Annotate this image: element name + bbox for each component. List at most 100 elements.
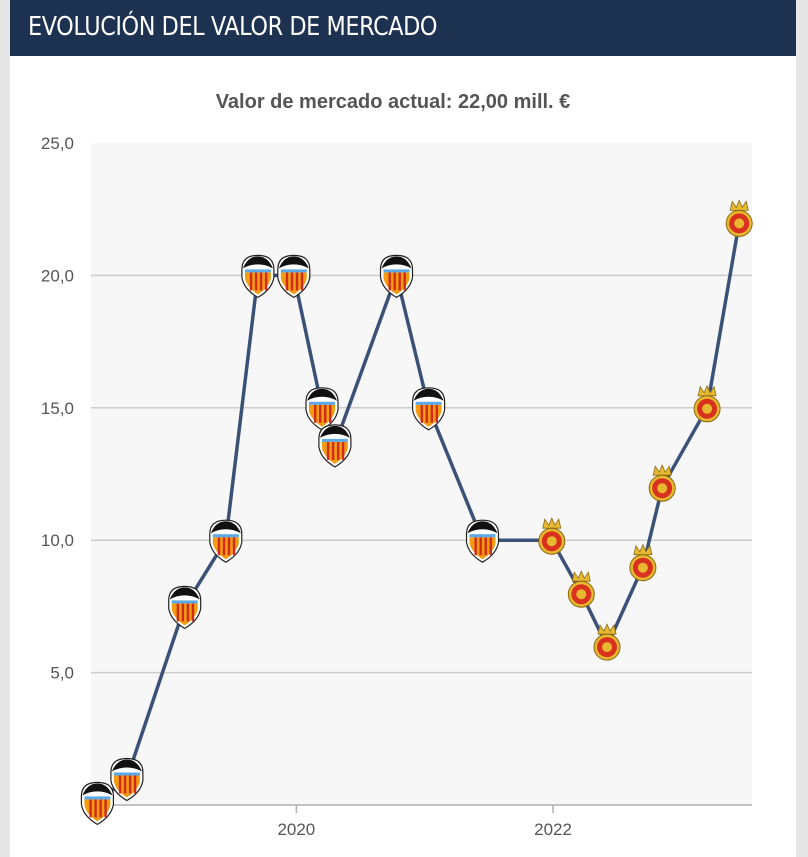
- bat-icon: [381, 256, 412, 269]
- crest-stripe: [133, 775, 137, 794]
- x-tick-label: 2020: [277, 820, 315, 839]
- chart-subtitle: Valor de mercado actual: 22,00 mill. €: [216, 91, 571, 113]
- mallorca-crest-center: [734, 218, 745, 229]
- data-points[interactable]: [80, 199, 753, 826]
- data-point-valencia-crest[interactable]: [168, 585, 202, 630]
- crest-stripe: [227, 537, 231, 556]
- crest-stripe: [181, 603, 185, 622]
- crest-stripe: [484, 537, 487, 556]
- data-point-valencia-crest[interactable]: [110, 757, 144, 802]
- data-point-mallorca-crest[interactable]: [629, 543, 657, 582]
- crown-icon: [542, 517, 562, 529]
- mallorca-crest-center: [657, 483, 668, 494]
- crest-band: [212, 534, 239, 538]
- crest-stripe: [425, 404, 428, 423]
- crest-stripe: [249, 272, 253, 291]
- crest-stripe: [123, 775, 127, 794]
- crown-icon: [652, 464, 672, 476]
- crest-stripe: [324, 404, 327, 423]
- bat-icon: [242, 256, 273, 269]
- data-point-valencia-crest[interactable]: [277, 254, 311, 299]
- crest-stripe: [264, 272, 268, 291]
- data-point-valencia-crest[interactable]: [465, 519, 500, 563]
- crest-stripe: [489, 537, 492, 556]
- crest-stripe: [295, 272, 299, 291]
- crown-icon: [697, 384, 717, 397]
- data-point-valencia-crest[interactable]: [241, 254, 275, 299]
- mallorca-crest-center: [546, 536, 557, 547]
- data-point-valencia-crest[interactable]: [412, 387, 446, 431]
- crest-band: [244, 269, 271, 273]
- mallorca-crest-center: [602, 642, 612, 653]
- crest-stripe: [259, 272, 263, 291]
- bat-icon: [278, 256, 309, 269]
- crest-stripe: [285, 272, 289, 291]
- data-point-valencia-crest[interactable]: [209, 519, 243, 563]
- crest-stripe: [341, 441, 345, 460]
- crest-stripe: [319, 404, 322, 423]
- y-tick-label: 10,0: [41, 531, 74, 550]
- crown-icon: [729, 199, 749, 211]
- crest-stripe: [232, 537, 236, 556]
- crest-stripe: [217, 537, 221, 556]
- data-point-valencia-crest[interactable]: [80, 781, 115, 826]
- data-point-mallorca-crest[interactable]: [593, 623, 621, 661]
- crest-stripe: [326, 441, 330, 460]
- crest-stripe: [118, 775, 122, 794]
- crest-band: [383, 269, 410, 273]
- crest-stripe: [94, 799, 97, 818]
- bat-icon: [210, 521, 241, 534]
- crest-band: [309, 401, 335, 405]
- y-tick-label: 5,0: [50, 664, 74, 683]
- crest-band: [171, 600, 198, 604]
- data-point-mallorca-crest[interactable]: [567, 570, 595, 608]
- y-tick-label: 20,0: [41, 266, 74, 285]
- data-point-valencia-crest[interactable]: [379, 254, 414, 299]
- crest-stripe: [300, 272, 304, 291]
- bat-icon: [169, 587, 200, 600]
- bat-icon: [319, 425, 350, 438]
- bat-icon: [413, 388, 444, 401]
- crest-stripe: [336, 441, 340, 460]
- crest-stripe: [331, 441, 335, 460]
- crest-stripe: [479, 537, 482, 556]
- y-tick-label: 25,0: [41, 134, 74, 153]
- data-point-mallorca-crest[interactable]: [725, 199, 753, 237]
- x-tick-label: 2022: [534, 820, 572, 839]
- crest-stripe: [99, 799, 102, 818]
- crest-stripe: [388, 272, 391, 291]
- bat-icon: [111, 759, 142, 772]
- crest-band: [321, 438, 348, 442]
- crest-band: [113, 772, 140, 776]
- crest-stripe: [222, 537, 226, 556]
- crest-stripe: [430, 404, 433, 423]
- crest-stripe: [398, 272, 401, 291]
- data-point-mallorca-crest[interactable]: [538, 517, 566, 555]
- crest-stripe: [128, 775, 132, 794]
- crest-stripe: [420, 404, 423, 423]
- data-point-mallorca-crest[interactable]: [648, 464, 676, 502]
- data-point-mallorca-crest[interactable]: [693, 384, 721, 423]
- data-point-valencia-crest[interactable]: [318, 424, 352, 468]
- crest-stripe: [435, 404, 438, 423]
- header-title: EVOLUCIÓN DEL VALOR DE MERCADO: [28, 12, 438, 42]
- y-axis: 5,0 10,0 15,0 20,0 25,0: [41, 134, 74, 683]
- crest-stripe: [329, 404, 332, 423]
- plot-area: [91, 143, 752, 805]
- data-point-valencia-crest[interactable]: [305, 387, 339, 431]
- card-header: EVOLUCIÓN DEL VALOR DE MERCADO: [10, 0, 796, 56]
- bat-icon: [82, 783, 113, 796]
- plot-background: [91, 143, 752, 805]
- crest-band: [280, 269, 307, 273]
- crown-icon: [571, 570, 591, 582]
- mallorca-crest-center: [637, 562, 648, 573]
- crest-stripe: [290, 272, 294, 291]
- crest-stripe: [393, 272, 396, 291]
- crest-stripe: [474, 537, 477, 556]
- x-axis: 2020 2022: [91, 804, 752, 839]
- crest-stripe: [254, 272, 258, 291]
- crest-stripe: [186, 603, 190, 622]
- crest-stripe: [403, 272, 406, 291]
- crest-band: [415, 401, 442, 405]
- crest-band: [469, 534, 496, 538]
